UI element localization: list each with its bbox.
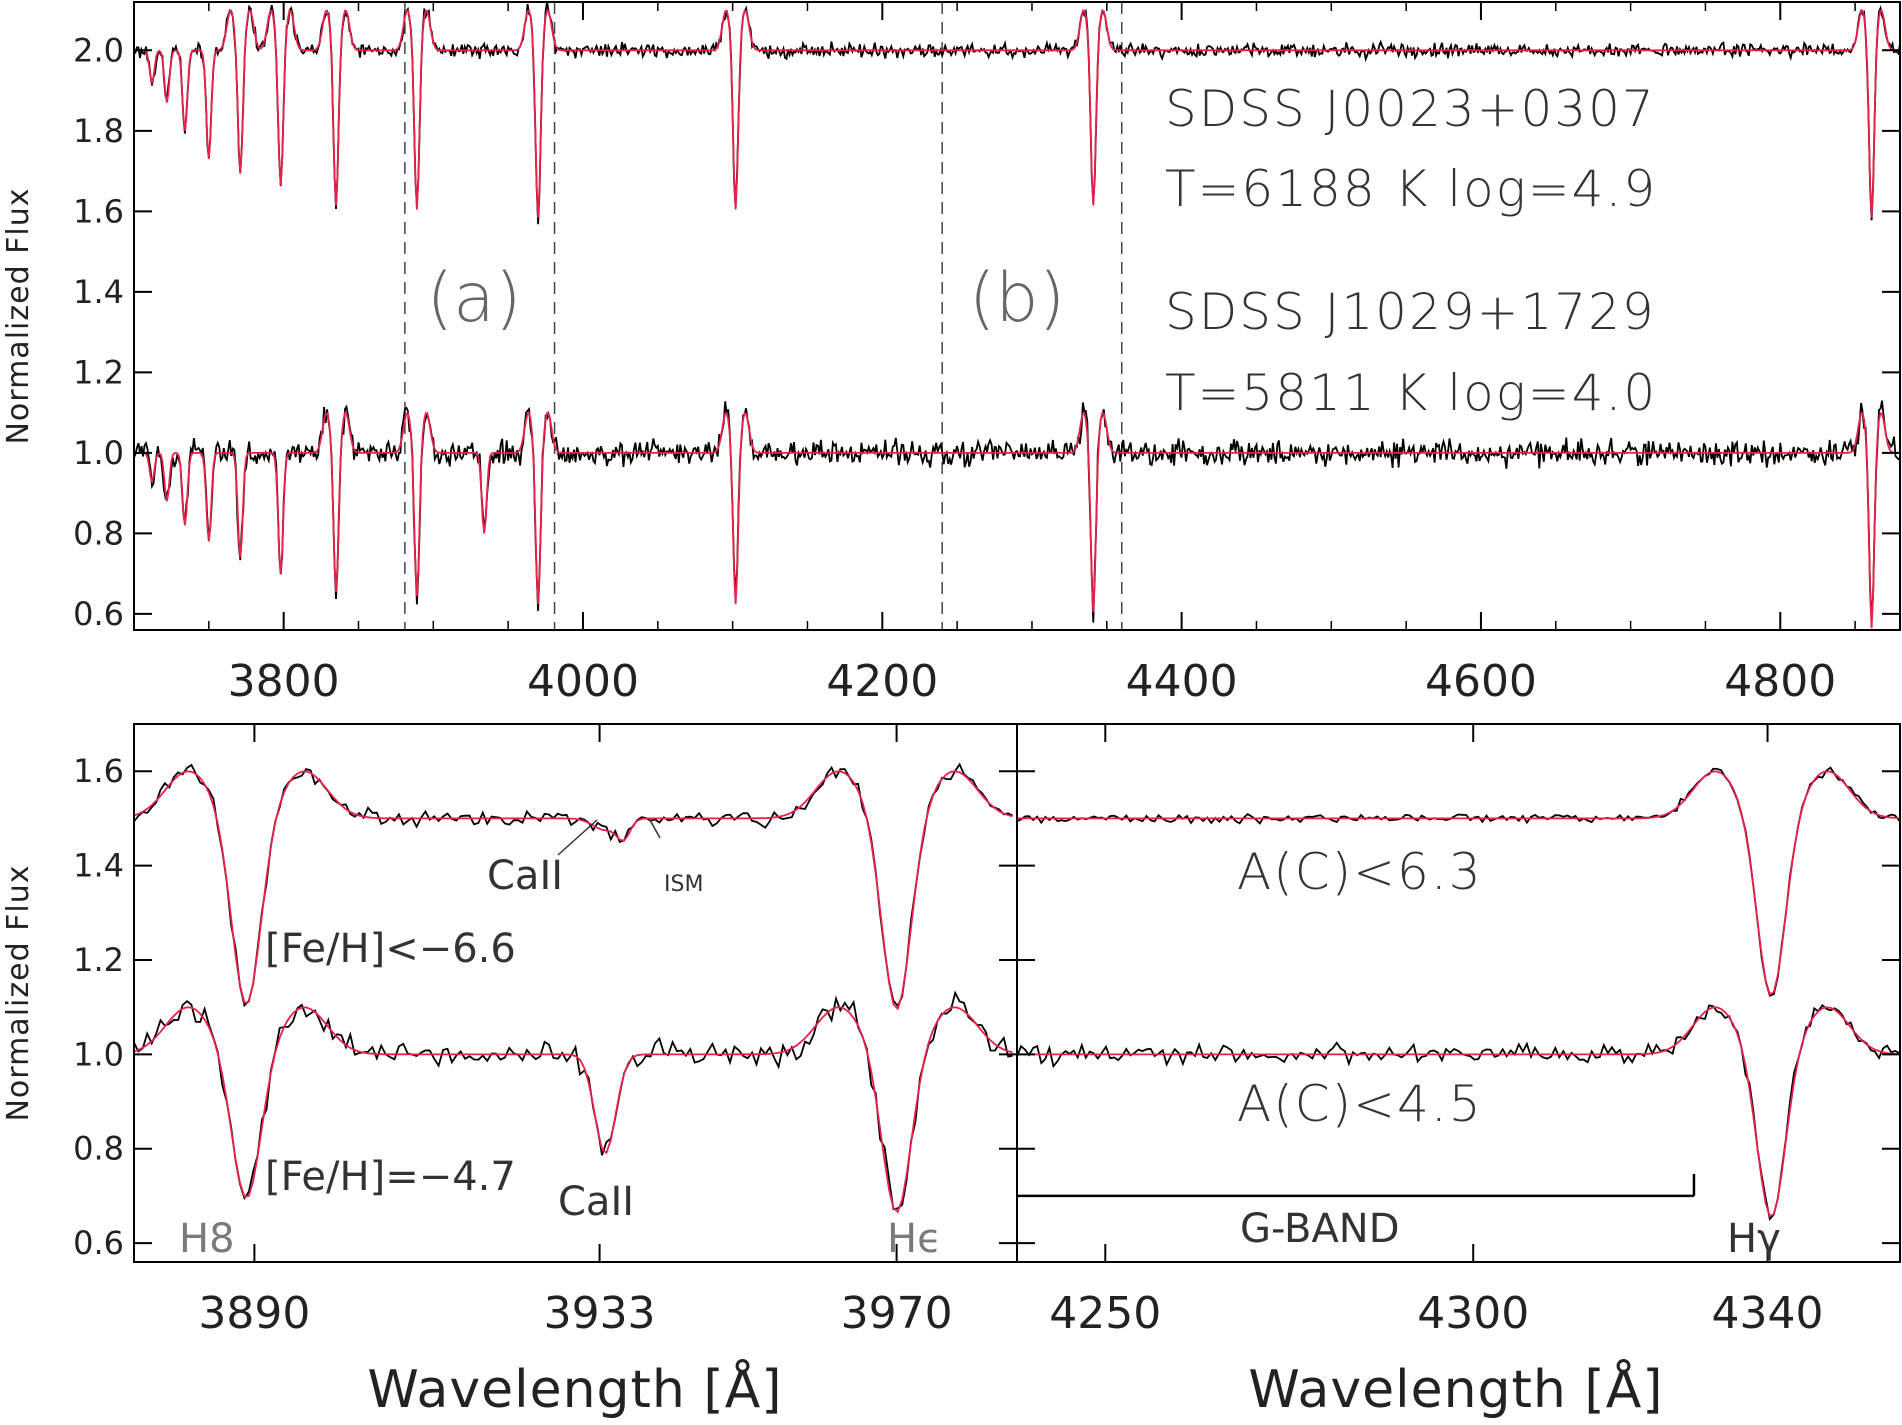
top-panel: 3800 4000 4200 4400 4600 4800 0.6 0.8 1.0 1.2 1.4 1… — [1, 1, 1901, 707]
carbon-lower-label: A(C)<4.5 — [1237, 1075, 1483, 1133]
top-axis-ticks: 3800 4000 4200 4400 4600 4800 0.6 0.8 1.0 1.2 1.4 1… — [73, 2, 1900, 707]
star2-name: SDSS J1029+1729 — [1165, 283, 1656, 341]
bottom-y-axis-label: Normalized Flux — [1, 864, 36, 1121]
observed-spectrum-line — [134, 400, 1900, 623]
x-tick-label: 4600 — [1425, 656, 1537, 707]
star2-params: T=5811 K log=4.0 — [1165, 364, 1657, 422]
g-band-label: G-BAND — [1240, 1206, 1400, 1252]
x-tick-label: 3970 — [841, 1288, 953, 1339]
x-tick-label: 4250 — [1049, 1288, 1161, 1339]
y-tick-label: 1.0 — [73, 434, 124, 472]
star1-name: SDSS J0023+0307 — [1165, 80, 1656, 138]
y-tick-label: 0.6 — [73, 1224, 124, 1262]
x-tick-label: 4000 — [527, 656, 639, 707]
y-tick-label: 1.8 — [73, 112, 124, 150]
y-tick-label: 1.6 — [73, 192, 124, 230]
g-band-bracket — [1017, 1173, 1696, 1198]
y-tick-label: 2.0 — [73, 31, 124, 69]
x-tick-label: 4200 — [826, 656, 938, 707]
bottom-right-x-axis-label: Wavelength [Å] — [1248, 1358, 1663, 1420]
y-tick-label: 1.0 — [73, 1035, 124, 1073]
bottom-left-series-group — [134, 762, 1014, 1214]
model-spectrum-line — [134, 1006, 1013, 1214]
h8-label: H8 — [179, 1216, 235, 1262]
top-plot-frame — [133, 1, 1901, 631]
region-a-label: (a) — [427, 259, 522, 338]
feh-upper-label: [Fe/H]<−6.6 — [265, 926, 516, 972]
y-tick-label: 1.2 — [73, 353, 124, 391]
observed-spectrum-line — [134, 2, 1900, 225]
model-spectrum-line — [134, 412, 1900, 629]
bottom-right-series-group — [1017, 766, 1900, 1221]
top-y-axis-label: Normalized Flux — [1, 187, 36, 444]
caii-ism-label: CaII — [487, 853, 563, 899]
y-tick-label: 0.8 — [73, 514, 124, 552]
star1-params: T=6188 K log=4.9 — [1165, 160, 1657, 218]
carbon-upper-label: A(C)<6.3 — [1237, 843, 1483, 901]
model-spectrum-line — [1017, 770, 1900, 996]
x-tick-label: 3933 — [544, 1288, 656, 1339]
y-tick-label: 1.6 — [73, 752, 124, 790]
x-tick-label: 3800 — [228, 656, 340, 707]
bottom-right-plot-frame — [1016, 723, 1901, 1263]
bottom-right-panel: 4250 4300 4340 Wavelength [Å] G-BAND A(C)<… — [1016, 723, 1901, 1420]
y-tick-label: 0.6 — [73, 595, 124, 633]
y-tick-label: 1.2 — [73, 941, 124, 979]
x-tick-label: 4800 — [1724, 656, 1836, 707]
ism-label: ISM — [664, 872, 703, 897]
h-epsilon-label: Hϵ — [887, 1216, 942, 1262]
caii-label: CaII — [558, 1179, 634, 1225]
y-tick-label: 1.4 — [73, 847, 124, 885]
top-series-group — [134, 2, 1900, 629]
x-tick-label: 4300 — [1417, 1288, 1529, 1339]
region-b-label: (b) — [969, 259, 1065, 338]
feh-lower-label: [Fe/H]=−4.7 — [265, 1154, 516, 1200]
ism-callout-line — [649, 819, 661, 839]
bottom-left-axis-ticks: 3890 3933 3970 0.6 0.8 1.0 1.2 1.4 1.6 — [73, 724, 1017, 1339]
h-gamma-label: Hγ — [1727, 1216, 1781, 1262]
bottom-right-axis-ticks: 4250 4300 4340 — [1017, 724, 1900, 1339]
model-spectrum-line — [1017, 1006, 1900, 1218]
model-spectrum-line — [134, 770, 1013, 1011]
caii-callout-line — [557, 819, 598, 856]
x-tick-label: 3890 — [198, 1288, 310, 1339]
bottom-left-x-axis-label: Wavelength [Å] — [367, 1358, 782, 1420]
model-spectrum-line — [134, 9, 1900, 218]
bottom-left-panel: 3890 3933 3970 0.6 0.8 1.0 1.2 1.4 1.6 Normalize… — [1, 723, 1018, 1420]
region-markers — [404, 2, 1123, 630]
x-tick-label: 4400 — [1126, 656, 1238, 707]
y-tick-label: 1.4 — [73, 273, 124, 311]
y-tick-label: 0.8 — [73, 1130, 124, 1168]
x-tick-label: 4340 — [1712, 1288, 1824, 1339]
